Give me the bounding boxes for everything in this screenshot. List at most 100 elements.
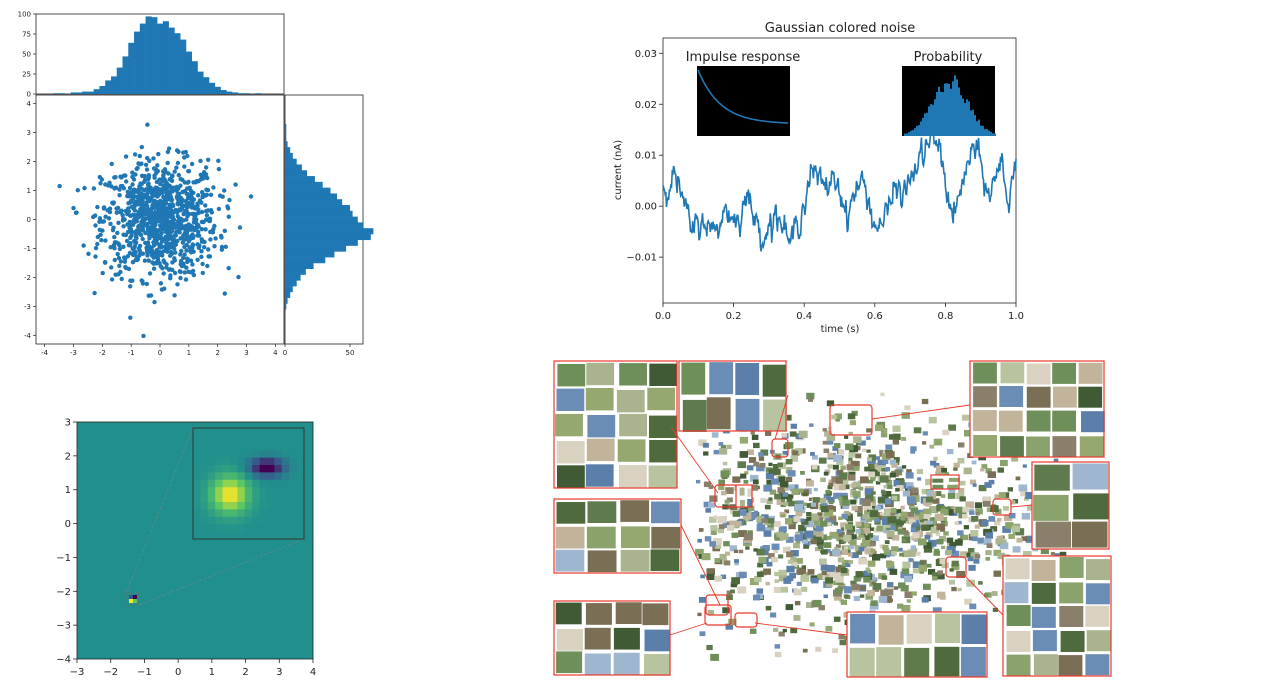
thumbnail <box>839 484 846 491</box>
zoom-pixel <box>289 502 297 510</box>
thumbnail <box>1008 533 1015 539</box>
thumbnail <box>834 413 842 420</box>
scatter-point <box>179 248 184 254</box>
thumbnail <box>945 549 952 556</box>
thumbnail <box>810 539 817 545</box>
thumbnail <box>771 478 779 485</box>
zoom-pixel <box>215 457 223 466</box>
zoom-pixel <box>193 472 201 481</box>
x-tick-label: 0.6 <box>867 311 883 322</box>
scatter-point <box>93 254 98 259</box>
scatter-point <box>151 156 156 161</box>
thumbnail <box>956 492 965 500</box>
zoom-pixel <box>267 450 275 458</box>
thumbnail <box>902 538 907 542</box>
thumbnail <box>720 444 726 450</box>
callout-frame <box>969 360 1105 458</box>
callout-thumbnail <box>584 653 611 676</box>
thumbnail <box>912 568 920 574</box>
thumbnail <box>720 574 727 579</box>
thumbnail <box>881 517 891 525</box>
thumbnail <box>730 582 737 588</box>
thumbnail <box>932 607 942 615</box>
zoom-pixel <box>281 531 290 540</box>
thumbnail <box>968 548 975 554</box>
zoom-pixel <box>259 428 268 436</box>
thumbnail <box>763 568 771 575</box>
scatter-point <box>173 207 178 213</box>
thumbnail <box>946 537 954 543</box>
scatter-point <box>172 169 177 174</box>
zoom-pixel <box>274 457 283 466</box>
histy-bar <box>285 274 301 281</box>
prob-bar <box>976 121 978 136</box>
thumbnail <box>907 550 916 557</box>
x-tick-label: 1.0 <box>1008 311 1024 322</box>
scatter-point <box>178 195 184 201</box>
thumbnail <box>837 557 845 563</box>
callout-connector <box>774 394 789 440</box>
histx-tick-label: 0 <box>27 91 31 99</box>
thumbnail <box>706 573 715 580</box>
prob-bar <box>974 115 976 136</box>
zoom-pixel <box>207 428 216 436</box>
thumbnail <box>820 477 826 483</box>
thumbnail <box>866 428 872 433</box>
prob-bar <box>958 87 960 136</box>
zoom-pixel <box>222 435 231 444</box>
callout-thumbnail <box>960 647 986 677</box>
scatter-point <box>128 223 133 229</box>
thumbnail <box>758 456 765 461</box>
zoom-pixel <box>289 516 297 525</box>
callout-thumbnail <box>906 614 932 644</box>
thumbnail <box>954 539 963 546</box>
x-tick-label: 0 <box>175 667 181 678</box>
scatter-point <box>220 194 225 199</box>
scatter-point <box>213 236 218 241</box>
zoom-pixel <box>296 479 305 488</box>
zoom-pixel <box>222 428 231 436</box>
scatter-point <box>130 246 135 251</box>
scatter-point <box>146 227 151 232</box>
thumbnail <box>723 541 730 547</box>
thumbnail <box>901 412 910 419</box>
thumbnail <box>856 550 862 555</box>
prob-bar <box>992 133 994 136</box>
thumbnail <box>879 512 886 517</box>
thumbnail <box>734 561 739 566</box>
histy-bar <box>285 297 288 304</box>
thumbnail <box>921 488 929 495</box>
scatter-point <box>176 149 181 154</box>
scatter-point <box>139 186 144 191</box>
thumbnail <box>785 442 794 449</box>
scatter-point <box>204 208 209 214</box>
callout-thumbnail <box>932 484 944 489</box>
scatter-point <box>120 213 125 218</box>
callout-frame <box>1002 555 1112 677</box>
scatter-point <box>158 244 164 249</box>
thumbnail <box>854 545 862 551</box>
thumbnail <box>969 603 977 610</box>
scatter-point <box>124 238 130 244</box>
thumbnail <box>745 546 750 550</box>
y-tick-label: 0.01 <box>635 151 657 162</box>
thumbnail <box>902 550 911 558</box>
thumbnail <box>973 558 980 564</box>
callout-thumbnail <box>1081 411 1105 433</box>
zoom-pixel <box>289 487 297 495</box>
thumbnail <box>817 574 823 579</box>
thumbnail <box>929 506 938 513</box>
scatter-point <box>159 226 164 232</box>
scatter-point <box>109 277 115 282</box>
callout-thumbnail <box>1000 436 1024 458</box>
thumbnail <box>997 467 1004 473</box>
thumbnail <box>826 536 832 540</box>
thumbnail <box>890 525 896 531</box>
thumbnail <box>915 551 921 556</box>
thumbnail <box>951 563 960 571</box>
callout-connector <box>1010 504 1033 508</box>
scatter-point <box>207 218 213 224</box>
thumbnail <box>835 544 841 549</box>
thumbnail <box>967 556 974 562</box>
thumbnail <box>886 480 893 485</box>
